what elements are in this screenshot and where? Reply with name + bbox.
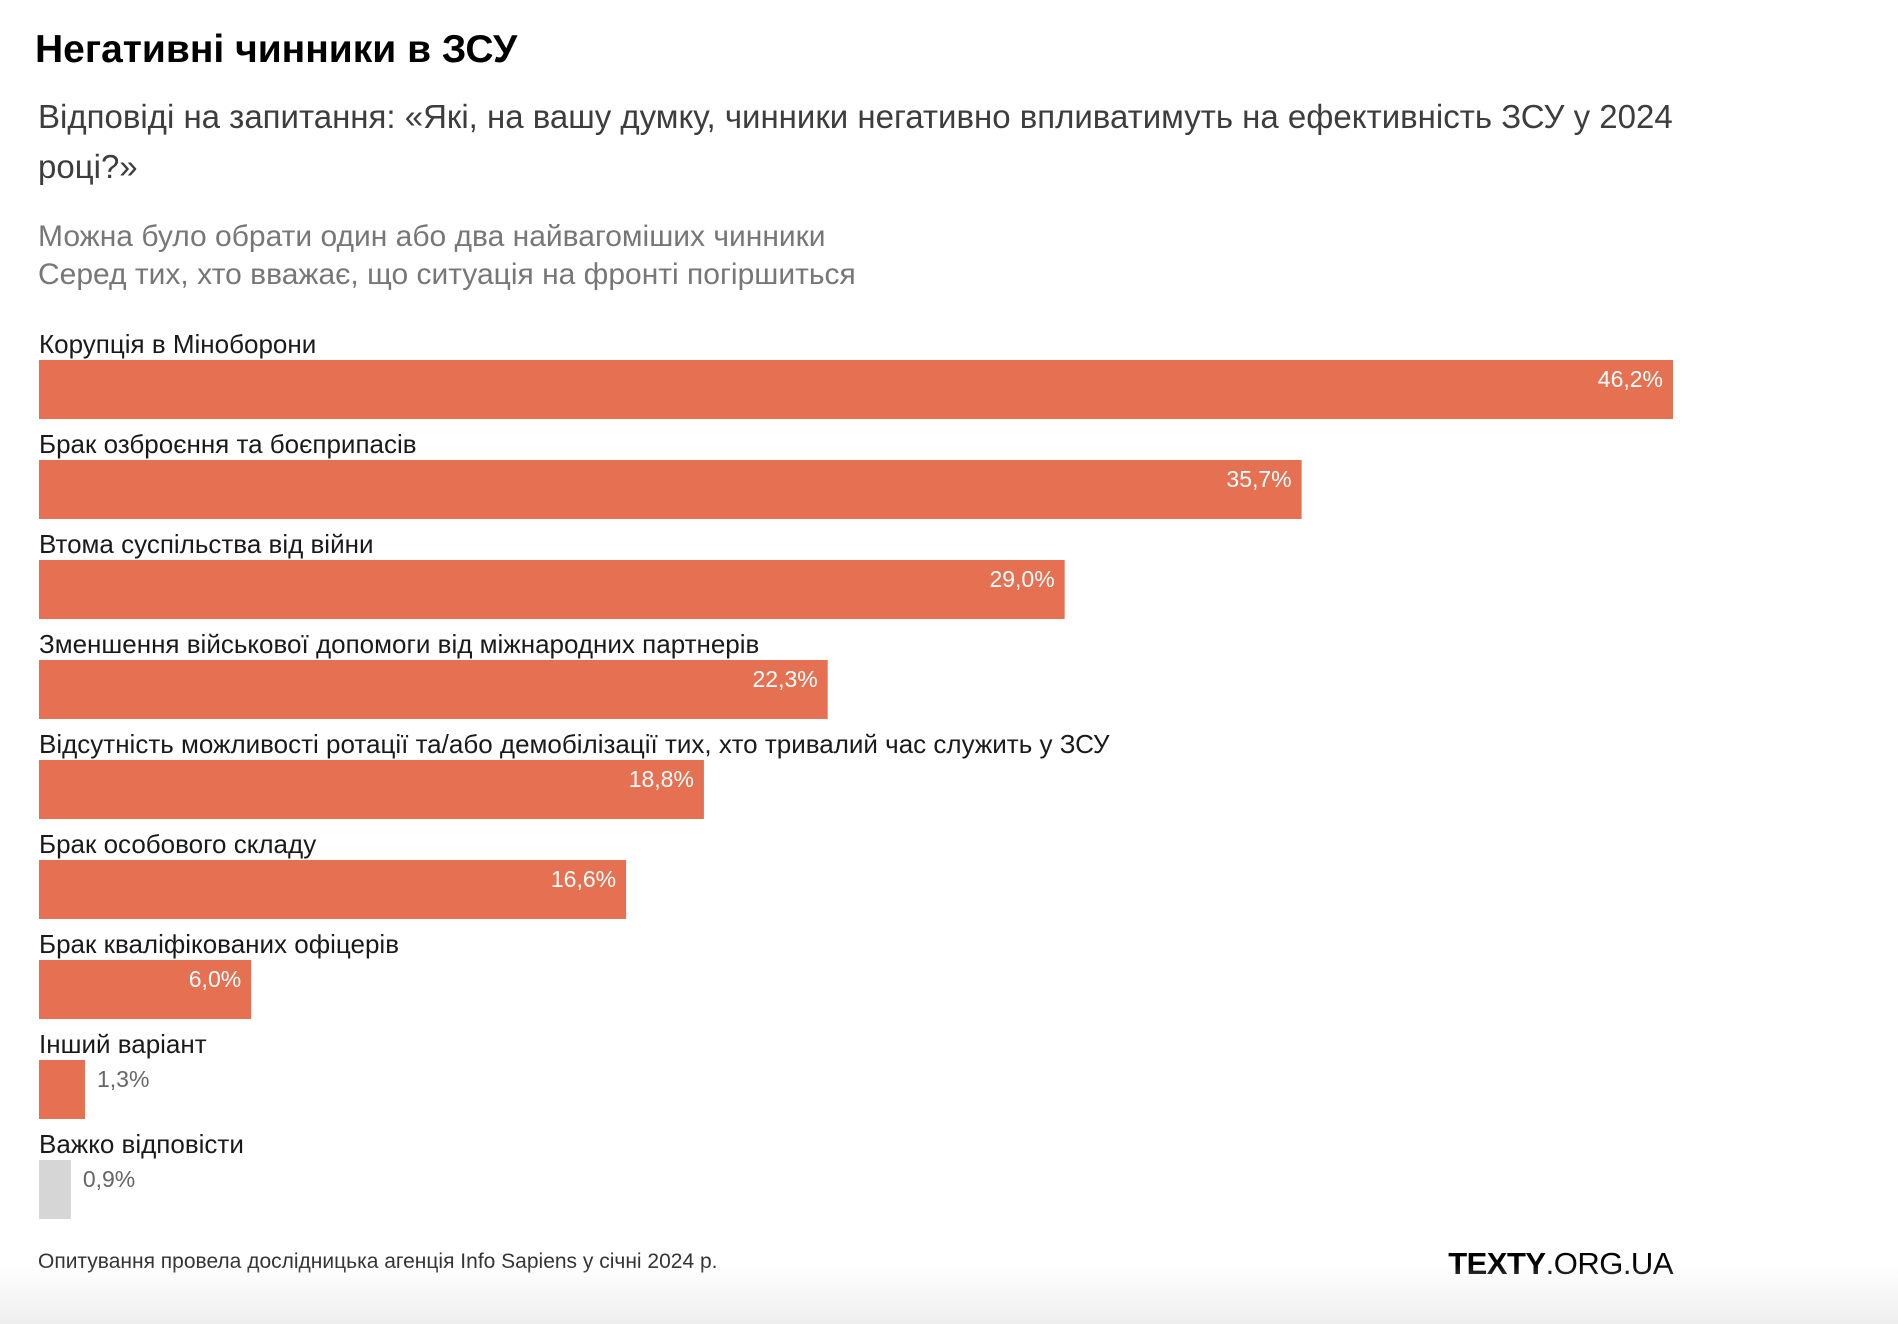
value-label: 35,7% xyxy=(1226,466,1291,492)
category-label: Зменшення військової допомоги від міжнар… xyxy=(39,629,759,659)
chart-subtitle: Відповіді на запитання: «Які, на вашу ду… xyxy=(38,98,1673,185)
value-label: 22,3% xyxy=(752,666,817,692)
category-label: Інший варіант xyxy=(39,1029,207,1059)
category-label: Відсутність можливості ротації та/або де… xyxy=(39,729,1110,759)
category-label: Брак особового складу xyxy=(39,829,316,859)
category-label: Брак озброєння та боєприпасів xyxy=(39,429,417,459)
bar[interactable] xyxy=(39,1060,85,1119)
category-label: Втома суспільства від війни xyxy=(39,529,373,559)
bar[interactable] xyxy=(39,660,828,719)
value-label: 1,3% xyxy=(97,1066,149,1092)
bar[interactable] xyxy=(39,460,1302,519)
value-label: 46,2% xyxy=(1598,366,1663,392)
category-label: Брак кваліфікованих офіцерів xyxy=(39,929,399,959)
bar-chart: Корупція в Міноборони 46,2% Брак озброєння… xyxy=(39,329,1673,1219)
value-label: 16,6% xyxy=(551,866,616,892)
value-label: 29,0% xyxy=(989,566,1054,592)
chart-note-choice: Можна було обрати один або два найвагомі… xyxy=(38,220,826,253)
bottom-fade xyxy=(0,1264,1898,1324)
chart-title: Негативні чинники в ЗСУ xyxy=(35,28,518,71)
bar[interactable] xyxy=(39,760,704,819)
chart-note-sample: Серед тих, хто вважає, що ситуація на фр… xyxy=(38,258,856,291)
bar[interactable] xyxy=(39,1160,71,1219)
category-label: Важко відповісти xyxy=(39,1129,244,1159)
category-label: Корупція в Міноборони xyxy=(39,329,316,359)
value-label: 18,8% xyxy=(629,766,694,792)
bar[interactable] xyxy=(39,360,1673,419)
bar[interactable] xyxy=(39,960,252,1019)
bar[interactable] xyxy=(39,860,627,919)
value-label: 6,0% xyxy=(189,966,241,992)
bar[interactable] xyxy=(39,560,1065,619)
value-label: 0,9% xyxy=(83,1166,135,1192)
